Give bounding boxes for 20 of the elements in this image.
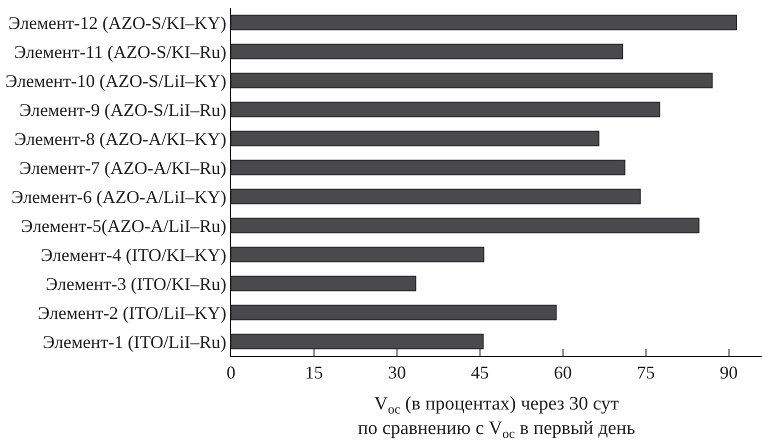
y-tick-label: Элемент-9 (AZO-S/LiI–Ru) — [19, 100, 226, 120]
y-tick-label: Элемент-1 (ITO/LiI–Ru) — [42, 332, 226, 352]
x-axis-title: V$_{oc}$ (в процентах) через 30 сут по сравнению с V$_{oc}$ в первый день — [358, 393, 636, 441]
x-tick-label: 30 — [388, 362, 406, 383]
y-tick-label: Элемент-7 (AZO-A/KI–Ru) — [19, 158, 226, 178]
x-tick-label: 60 — [554, 362, 572, 383]
y-tick-label: Элемент-4 (ITO/KI–KY) — [40, 244, 226, 265]
y-tick-label: Элемент-11 (AZO-S/KI–Ru) — [14, 42, 226, 62]
y-tick-label: Элемент-5(AZO-A/LiI–Ru) — [20, 216, 226, 236]
x-tick-label: 45 — [470, 362, 489, 383]
y-tick-label: Элемент-10 (AZO-S/LiI–KY) — [5, 70, 226, 91]
x-tick-label: 75 — [636, 362, 655, 383]
x-tick-label: 0 — [226, 362, 236, 383]
y-tick-label: Элемент-12 (AZO-S/KI–KY) — [8, 12, 226, 33]
y-tick-label: Элемент-3 (ITO/KI–Ru) — [46, 274, 226, 294]
y-tick-label: Элемент-6 (AZO-A/LiI–KY) — [11, 186, 226, 207]
y-tick-label: Элемент-8 (AZO-A/KI–KY) — [14, 128, 226, 149]
y-tick-label: Элемент-2 (ITO/LiI–KY) — [38, 302, 226, 323]
x-tick-label: 90 — [720, 362, 738, 383]
x-tick-label: 15 — [304, 362, 323, 383]
